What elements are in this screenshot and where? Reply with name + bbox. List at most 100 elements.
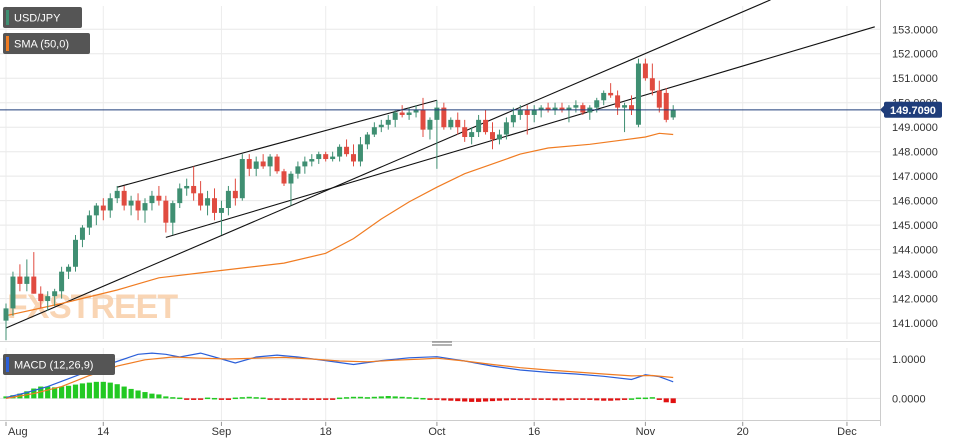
macd-histogram-bar (204, 397, 211, 400)
candle-body (635, 63, 641, 125)
price-tick-label: 145.0000 (892, 220, 938, 232)
macd-histogram-bar (399, 396, 405, 399)
candle-body (455, 119, 461, 128)
candle (663, 88, 669, 123)
macd-histogram-bar (191, 398, 197, 400)
candle-body (149, 195, 155, 204)
candle-body (274, 156, 280, 172)
candle-body (239, 159, 245, 199)
macd-histogram-bar (135, 390, 141, 399)
candle (31, 252, 37, 294)
candle (135, 193, 141, 221)
candle (656, 80, 662, 113)
legend-pair[interactable]: USD/JPY (3, 7, 82, 28)
macd-histogram-bar (649, 397, 655, 399)
candle (531, 105, 537, 123)
macd-histogram-bar (385, 396, 391, 399)
candle (649, 63, 655, 96)
candle (246, 154, 252, 177)
legend-macd[interactable]: MACD (12,26,9) (3, 354, 115, 375)
candle (156, 185, 162, 206)
candle (622, 102, 628, 133)
macd-histogram-bar (406, 397, 412, 399)
macd-histogram-bar (594, 398, 600, 401)
candle-body (316, 154, 322, 160)
candle-body (260, 161, 266, 167)
candle-body (559, 107, 565, 111)
candle-body (601, 92, 607, 101)
macd-histogram-bar (580, 398, 586, 400)
macd-histogram-bar (45, 386, 51, 399)
candle-body (135, 200, 141, 211)
legend-pair-label: USD/JPY (14, 13, 61, 25)
candle (351, 144, 356, 167)
candle (17, 264, 23, 292)
candle-body (24, 276, 30, 284)
macd-histogram-bar (510, 398, 516, 400)
candle-body (420, 110, 426, 130)
macd-histogram-bar (573, 398, 579, 400)
macd-histogram-bar (552, 398, 558, 401)
price-grid (0, 6, 880, 339)
candle (288, 171, 294, 206)
candle-body (198, 193, 204, 206)
candle (629, 95, 634, 115)
candle (510, 107, 516, 128)
macd-histogram-bar (413, 397, 419, 400)
candle-body (330, 156, 336, 160)
candle-body (385, 119, 391, 125)
macd-histogram-bar (343, 397, 350, 399)
macd-histogram-bar (545, 398, 551, 400)
candle (149, 190, 155, 211)
candle (232, 178, 238, 206)
candle (38, 286, 44, 309)
macd-histogram-bar (642, 397, 648, 400)
macd-histogram-bar (121, 386, 127, 399)
date-tick-label: 16 (528, 426, 540, 438)
legend-sma[interactable]: SMA (50,0) (3, 33, 90, 54)
date-tick-label: 18 (320, 426, 332, 438)
candles (3, 58, 676, 341)
candle (434, 100, 440, 169)
macd-histogram-bar (538, 398, 544, 400)
candle (371, 122, 377, 137)
candle-body (448, 119, 454, 128)
candle-body (573, 105, 579, 108)
candle (52, 288, 58, 306)
candle (239, 154, 245, 201)
macd-histogram-bar (330, 398, 336, 400)
candle (462, 119, 468, 142)
candle (73, 234, 78, 272)
price-tick-label: 152.0000 (892, 49, 938, 61)
candle (552, 102, 558, 115)
candle-body (670, 110, 676, 118)
candle-body (3, 308, 9, 321)
candle-body (496, 134, 502, 140)
macd-histogram-bar (253, 397, 259, 399)
macd-histogram-bar (496, 398, 503, 401)
price-tick-label: 151.0000 (892, 73, 938, 85)
macd-histogram-bar (615, 398, 621, 401)
channel-line (165, 26, 875, 238)
candle-body (663, 92, 669, 120)
pane-resize-handle[interactable] (0, 341, 880, 346)
candle-body (66, 266, 72, 272)
candle-body (121, 190, 127, 206)
candle (455, 112, 461, 135)
candle-body (191, 185, 197, 194)
candle-body (295, 166, 301, 174)
candle-body (483, 119, 489, 133)
candle (86, 210, 92, 235)
candle-body (212, 198, 217, 213)
date-tick-label: Sep (212, 426, 232, 438)
candle (378, 119, 384, 133)
date-tick-label: Aug (8, 426, 28, 438)
candle-body (184, 185, 190, 189)
candle-body (517, 110, 523, 115)
macd-histogram-bar (448, 398, 454, 401)
macd-histogram-bar (65, 385, 72, 399)
macd-histogram-bar (72, 384, 79, 399)
price-tick-label: 142.0000 (892, 294, 938, 306)
macd-histogram-bar (281, 398, 287, 400)
macd-axis: 0.0000 1.0000 (892, 354, 926, 405)
